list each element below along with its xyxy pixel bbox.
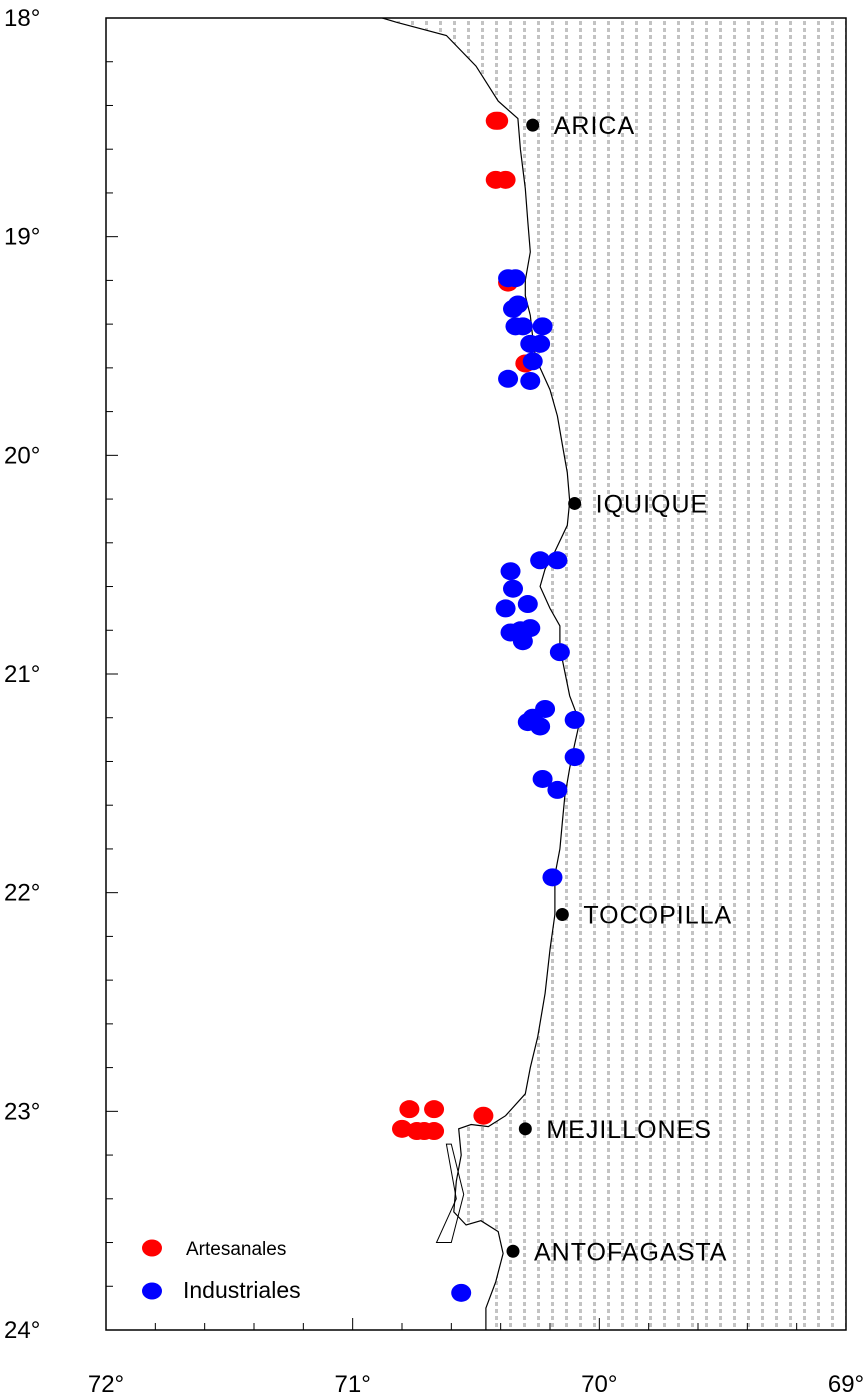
point-industriales (520, 371, 541, 390)
point-industriales (549, 643, 570, 662)
legend-label: Industriales (183, 1277, 301, 1303)
city-marker (568, 496, 582, 510)
point-industriales (530, 551, 551, 570)
point-artesanales (424, 1122, 445, 1141)
axis-tick-labels: 18° 19° 20° 21° 22° 23° 24° 72° 71° 70° 69° (4, 5, 864, 1398)
y-tick-label: 23° (4, 1098, 40, 1125)
point-artesanales (485, 111, 506, 130)
city-marker (526, 118, 540, 132)
point-industriales (564, 748, 585, 767)
y-tick-label: 22° (4, 880, 40, 907)
point-industriales (517, 595, 538, 614)
legend-label: Artesanales (186, 1239, 286, 1260)
city-marker (506, 1244, 520, 1258)
point-industriales (547, 780, 568, 799)
land-area (382, 18, 846, 1330)
x-tick-label: 69° (828, 1371, 864, 1398)
point-artesanales (473, 1106, 494, 1125)
point-industriales (498, 369, 519, 388)
y-tick-label: 20° (4, 442, 40, 469)
point-artesanales (495, 170, 516, 189)
point-industriales (532, 317, 553, 336)
city-label: ANTOFAGASTA (534, 1238, 727, 1266)
point-artesanales (399, 1100, 420, 1119)
point-industriales (505, 317, 526, 336)
point-industriales (530, 334, 551, 353)
point-artesanales (392, 1119, 412, 1138)
legend-marker (142, 1282, 162, 1300)
point-industriales (564, 710, 585, 729)
cities-layer: ARICA IQUIQUE TOCOPILLA MEJILLONES ANTOFAGAS… (506, 112, 732, 1266)
axis-ticks (105, 17, 847, 1331)
point-industriales (547, 551, 568, 570)
fishing-points-layer (392, 111, 585, 1302)
point-industriales (542, 868, 563, 887)
city-label: IQUIQUE (596, 490, 709, 518)
coastal-inlet-0 (435, 1143, 465, 1243)
point-industriales (512, 632, 533, 651)
point-industriales (451, 1283, 472, 1302)
point-industriales (522, 352, 543, 371)
city-marker (555, 908, 569, 922)
point-industriales (495, 599, 516, 618)
legend: Artesanales Industriales (142, 1239, 301, 1303)
point-artesanales (424, 1100, 445, 1119)
point-industriales (505, 269, 526, 288)
city-label: ARICA (554, 112, 635, 140)
coastline (382, 18, 581, 1330)
land-fill (382, 18, 846, 1330)
city-label: MEJILLONES (546, 1116, 712, 1144)
point-industriales (507, 295, 528, 314)
point-industriales (530, 717, 551, 736)
x-tick-label: 72° (88, 1371, 124, 1398)
islets-layer (435, 1143, 465, 1243)
point-industriales (500, 562, 521, 581)
x-tick-label: 71° (335, 1371, 371, 1398)
y-tick-label: 24° (4, 1317, 40, 1344)
x-tick-label: 70° (581, 1371, 617, 1398)
point-industriales (503, 579, 523, 598)
y-tick-label: 19° (4, 224, 40, 251)
y-tick-label: 21° (4, 661, 40, 688)
y-tick-label: 18° (4, 5, 40, 32)
legend-marker (142, 1239, 162, 1257)
city-label: TOCOPILLA (583, 902, 732, 930)
point-industriales (532, 769, 553, 788)
city-marker (518, 1122, 532, 1136)
